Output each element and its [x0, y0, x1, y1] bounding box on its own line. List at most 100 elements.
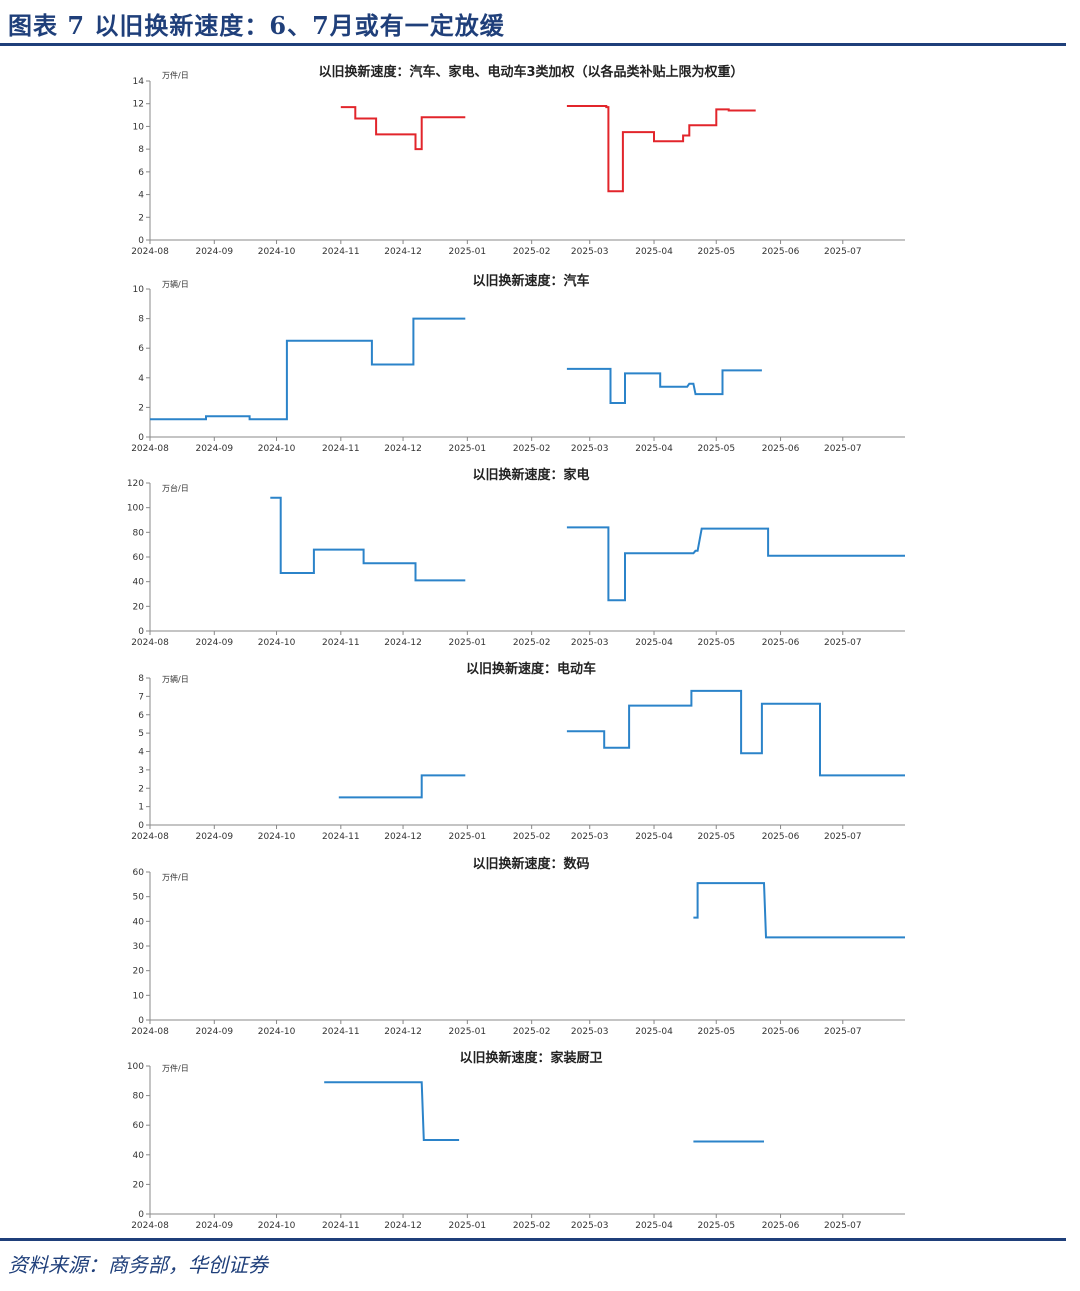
y-tick-label: 100	[127, 1062, 144, 1072]
x-tick-label: 2025-01	[449, 638, 487, 648]
x-tick-label: 2025-06	[762, 444, 800, 454]
x-tick-label: 2024-08	[131, 1221, 169, 1231]
y-unit-label: 万辆/日	[162, 279, 189, 289]
y-tick-label: 30	[133, 942, 145, 952]
x-tick-label: 2024-09	[195, 832, 233, 842]
x-tick-label: 2024-09	[195, 444, 233, 454]
y-tick-label: 0	[138, 821, 144, 831]
y-tick-label: 20	[133, 967, 145, 977]
x-tick-label: 2024-09	[195, 1027, 233, 1037]
x-tick-label: 2025-03	[571, 444, 609, 454]
x-tick-label: 2024-10	[258, 444, 296, 454]
y-tick-label: 50	[133, 893, 145, 903]
y-tick-label: 60	[133, 868, 145, 878]
x-tick-label: 2024-12	[384, 247, 422, 257]
y-tick-label: 20	[133, 602, 145, 612]
series-line-2	[566, 689, 905, 777]
y-unit-label: 万件/日	[162, 1063, 189, 1073]
x-tick-label: 2024-11	[322, 1027, 360, 1037]
y-tick-label: 4	[138, 374, 144, 384]
y-tick-label: 12	[133, 100, 144, 110]
y-tick-label: 4	[138, 191, 144, 201]
y-tick-label: 6	[138, 344, 144, 354]
y-tick-label: 120	[127, 479, 144, 489]
chart-title: 以旧换新速度：数码	[472, 856, 589, 872]
x-tick-label: 2024-09	[195, 247, 233, 257]
y-tick-label: 40	[133, 1151, 145, 1161]
y-tick-label: 20	[133, 1180, 145, 1190]
y-tick-label: 60	[133, 553, 145, 563]
x-tick-label: 2025-04	[635, 638, 673, 648]
x-tick-label: 2025-03	[571, 247, 609, 257]
x-tick-label: 2024-10	[258, 1221, 296, 1231]
series-line-1	[338, 774, 466, 799]
x-tick-label: 2025-05	[697, 638, 735, 648]
x-tick-label: 2024-12	[384, 1221, 422, 1231]
x-tick-label: 2025-04	[635, 247, 673, 257]
x-tick-label: 2025-03	[571, 1221, 609, 1231]
series-line-1	[270, 496, 466, 582]
chart-title: 以旧换新速度：汽车、家电、电动车3类加权（以各品类补贴上限为权重）	[318, 64, 743, 80]
x-tick-label: 2024-10	[258, 638, 296, 648]
y-tick-label: 4	[138, 748, 144, 758]
y-tick-label: 100	[127, 504, 144, 514]
x-tick-label: 2024-11	[322, 247, 360, 257]
x-tick-label: 2025-01	[449, 1027, 487, 1037]
y-tick-label: 2	[138, 213, 144, 223]
x-tick-label: 2025-02	[513, 444, 551, 454]
x-tick-label: 2024-10	[258, 832, 296, 842]
y-tick-label: 0	[138, 627, 144, 637]
y-tick-label: 2	[138, 784, 144, 794]
y-unit-label: 万台/日	[162, 483, 189, 493]
x-tick-label: 2025-02	[513, 832, 551, 842]
y-tick-label: 7	[138, 692, 144, 702]
y-tick-label: 1	[138, 803, 144, 813]
x-tick-label: 2025-02	[513, 1221, 551, 1231]
chart-title: 以旧换新速度：汽车	[472, 273, 589, 289]
y-tick-label: 3	[138, 766, 144, 776]
y-tick-label: 6	[138, 168, 144, 178]
y-tick-label: 0	[138, 1210, 144, 1220]
x-tick-label: 2025-02	[513, 638, 551, 648]
y-tick-label: 0	[138, 433, 144, 443]
x-tick-label: 2025-05	[697, 1221, 735, 1231]
y-tick-label: 80	[133, 528, 145, 538]
y-tick-label: 8	[138, 674, 144, 684]
y-tick-label: 14	[133, 77, 145, 87]
x-tick-label: 2025-05	[697, 1027, 735, 1037]
x-tick-label: 2025-06	[762, 638, 800, 648]
report-header: 图表 7 以旧换新速度：6、7月或有一定放缓	[0, 0, 1080, 46]
series-line-2	[566, 526, 905, 602]
x-tick-label: 2024-09	[195, 638, 233, 648]
x-tick-label: 2025-05	[697, 247, 735, 257]
x-tick-label: 2024-10	[258, 247, 296, 257]
x-tick-label: 2024-08	[131, 247, 169, 257]
y-tick-label: 10	[133, 122, 145, 132]
series-line-2	[566, 105, 756, 193]
y-tick-label: 10	[133, 285, 145, 295]
y-unit-label: 万件/日	[162, 872, 189, 882]
y-tick-label: 8	[138, 145, 144, 155]
y-tick-label: 0	[138, 1016, 144, 1026]
y-tick-label: 10	[133, 991, 145, 1001]
y-tick-label: 8	[138, 315, 144, 325]
x-tick-label: 2025-01	[449, 832, 487, 842]
x-tick-label: 2025-01	[449, 247, 487, 257]
x-tick-label: 2025-06	[762, 247, 800, 257]
x-tick-label: 2025-01	[449, 1221, 487, 1231]
x-tick-label: 2024-08	[131, 832, 169, 842]
y-tick-label: 0	[138, 236, 144, 246]
x-tick-label: 2024-08	[131, 444, 169, 454]
source-note: 资料来源：商务部，华创证券	[8, 1253, 268, 1277]
figure-title: 图表 7 以旧换新速度：6、7月或有一定放缓	[8, 11, 505, 40]
y-tick-label: 60	[133, 1121, 145, 1131]
x-tick-label: 2024-12	[384, 832, 422, 842]
y-unit-label: 万辆/日	[162, 674, 189, 684]
x-tick-label: 2025-05	[697, 444, 735, 454]
header-rule	[0, 43, 1066, 46]
y-tick-label: 2	[138, 403, 144, 413]
x-tick-label: 2024-08	[131, 638, 169, 648]
y-unit-label: 万件/日	[162, 70, 189, 80]
x-tick-label: 2024-11	[322, 444, 360, 454]
x-tick-label: 2025-07	[824, 247, 862, 257]
